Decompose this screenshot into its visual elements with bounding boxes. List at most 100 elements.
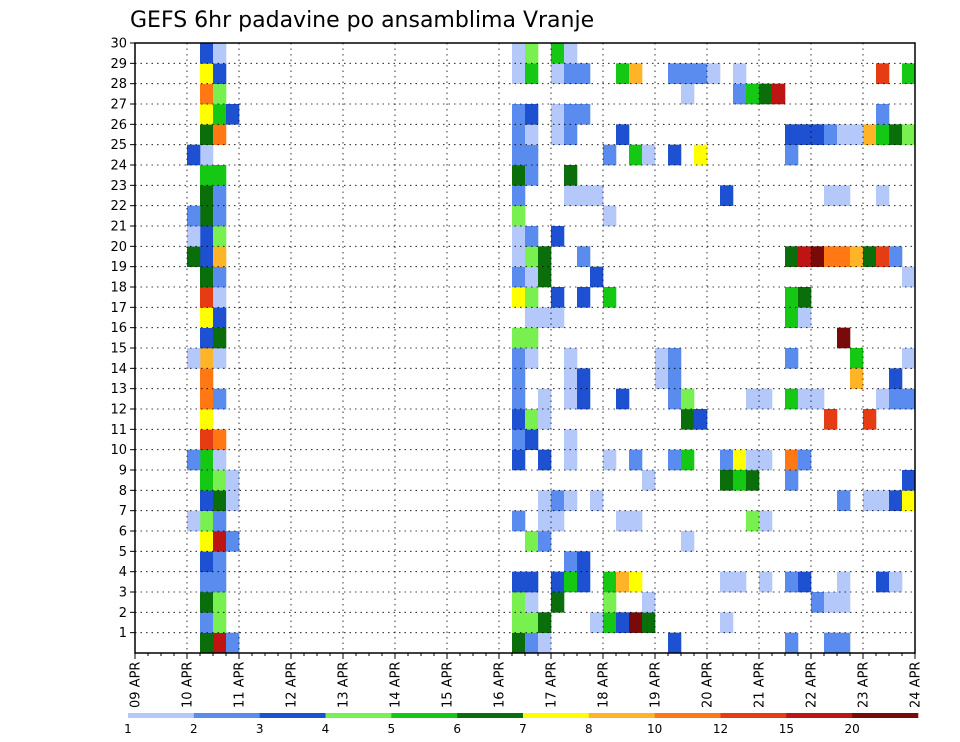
heatmap-cell [187,510,201,532]
heatmap-cell [538,632,552,654]
heatmap-cell [564,490,578,511]
heatmap-cell [824,592,838,613]
y-tick-label: 26 [110,118,127,133]
y-tick-label: 22 [110,199,127,214]
heatmap-cell [889,124,903,145]
heatmap-cell [226,531,240,552]
heatmap-cell [564,388,578,410]
colorbar-label: 8 [585,722,593,736]
heatmap-cell [512,226,526,247]
heatmap-cell [512,510,526,532]
heatmap-cell [200,510,214,532]
colorbar-swatch [523,713,590,718]
x-tick-label: 19 APR [649,662,664,708]
y-tick-label: 29 [110,57,127,72]
heatmap-cell [525,571,539,593]
heatmap-cell [551,124,565,145]
heatmap-cell [213,571,227,593]
colorbar-label: 7 [519,722,527,736]
heatmap-cell [577,246,591,267]
heatmap-cell [512,327,526,349]
heatmap-cell [525,429,539,450]
heatmap-cell [525,226,539,247]
heatmap-cell [538,246,552,267]
colorbar-swatch [457,713,524,718]
heatmap-cell [824,409,838,430]
colorbar-label: 20 [845,722,860,736]
heatmap-cell [551,490,565,511]
heatmap-cell [616,63,630,84]
heatmap-cell [525,246,539,267]
heatmap-cell [200,490,214,511]
heatmap-cell [551,63,565,84]
heatmap-cell [200,531,214,552]
heatmap-cell [850,124,864,145]
heatmap-cell [525,266,539,288]
heatmap-cell [213,449,227,471]
heatmap-cell [551,592,565,613]
heatmap-cell [629,63,643,84]
heatmap-cell [668,388,682,410]
heatmap-cell [616,124,630,145]
heatmap-cell [213,388,227,410]
y-tick-label: 30 [110,37,127,52]
heatmap-cell [759,388,773,410]
x-tick-label: 13 APR [337,662,352,708]
y-tick-label: 9 [119,464,127,479]
heatmap-cell [226,490,240,511]
heatmap-cell [213,490,227,511]
heatmap-cell [564,348,578,369]
heatmap-cell [564,165,578,186]
heatmap-cell [525,531,539,552]
heatmap-cell [577,185,591,206]
heatmap-cell [525,307,539,328]
heatmap-cell [850,368,864,389]
heatmap-cell [668,368,682,389]
heatmap-cell [213,531,227,552]
heatmap-cell [187,449,201,471]
heatmap-cell [200,388,214,410]
heatmap-cell [213,429,227,450]
heatmap-cell [837,246,851,267]
heatmap-cell [590,266,604,288]
heatmap-cell [512,185,526,206]
heatmap-cell [603,205,617,227]
heatmap-cell [902,266,916,288]
heatmap-cell [642,592,656,613]
heatmap-cell [213,551,227,572]
heatmap-cell [850,246,864,267]
y-tick-label: 28 [110,77,127,92]
y-tick-label: 20 [110,240,127,255]
y-tick-label: 4 [119,565,127,580]
heatmap-cell [187,246,201,267]
heatmap-cell [512,612,526,633]
heatmap-cell [824,124,838,145]
x-tick-label: 09 APR [129,662,144,708]
heatmap-cell [746,449,760,471]
x-tick-label: 12 APR [285,662,300,708]
heatmap-cell [746,470,760,491]
y-axis: 1234567891011121314151617181920212223242… [110,37,135,641]
heatmap-cell [616,388,630,410]
heatmap-cell [850,348,864,369]
heatmap-cell [200,429,214,450]
heatmap-cell [512,43,526,64]
heatmap-cell [512,632,526,654]
heatmap-cell [525,104,539,125]
heatmap-cell [876,104,890,125]
heatmap-cell [837,592,851,613]
heatmap-cell [811,246,825,267]
heatmap-cell [525,124,539,145]
heatmap-cell [746,388,760,410]
heatmap-cells [187,43,916,654]
heatmap-cell [902,348,916,369]
heatmap-cell [798,246,812,267]
heatmap-cell [213,592,227,613]
colorbar-swatch [720,713,787,718]
heatmap-cell [213,185,227,206]
x-tick-label: 18 APR [597,662,612,708]
heatmap-cell [798,124,812,145]
y-tick-label: 25 [110,138,127,153]
heatmap-cell [213,510,227,532]
